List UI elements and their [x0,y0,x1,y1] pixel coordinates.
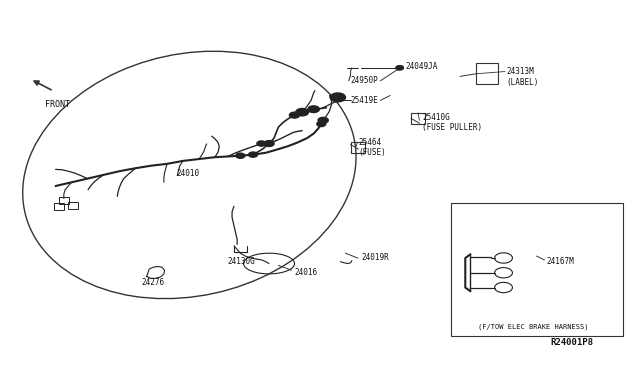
Text: 25464: 25464 [358,138,381,147]
Circle shape [330,93,346,102]
Text: FRONT: FRONT [45,100,70,109]
Bar [54,203,64,210]
Text: (LABEL): (LABEL) [507,78,539,87]
Bar [351,142,365,153]
Circle shape [317,121,326,126]
Text: (FUSE PULLER): (FUSE PULLER) [422,123,482,132]
Circle shape [248,152,257,157]
Bar [451,203,623,336]
Circle shape [289,112,300,118]
Circle shape [236,153,245,158]
Text: 24016: 24016 [294,268,317,277]
Bar [68,202,78,209]
Text: 25410G: 25410G [422,113,450,122]
Circle shape [296,109,308,116]
Circle shape [308,106,319,112]
Text: 24950P: 24950P [351,76,378,85]
Bar [411,113,425,124]
Bar [59,197,69,205]
Text: (F/TOW ELEC BRAKE HARNESS): (F/TOW ELEC BRAKE HARNESS) [478,324,589,330]
Text: 24019R: 24019R [362,253,389,263]
Text: R24001P8: R24001P8 [550,339,593,347]
Text: 24276: 24276 [141,278,164,287]
Text: 24010: 24010 [177,169,200,177]
Circle shape [264,141,274,147]
Text: 24049JA: 24049JA [405,61,438,71]
Circle shape [257,141,266,146]
Bar [476,63,499,84]
Text: 24130G: 24130G [228,257,255,266]
Circle shape [318,117,328,123]
Text: 25419E: 25419E [351,96,378,105]
Text: 24313M: 24313M [507,67,534,76]
Circle shape [396,65,403,70]
Text: 24167M: 24167M [546,257,574,266]
Text: (FUSE): (FUSE) [358,148,386,157]
